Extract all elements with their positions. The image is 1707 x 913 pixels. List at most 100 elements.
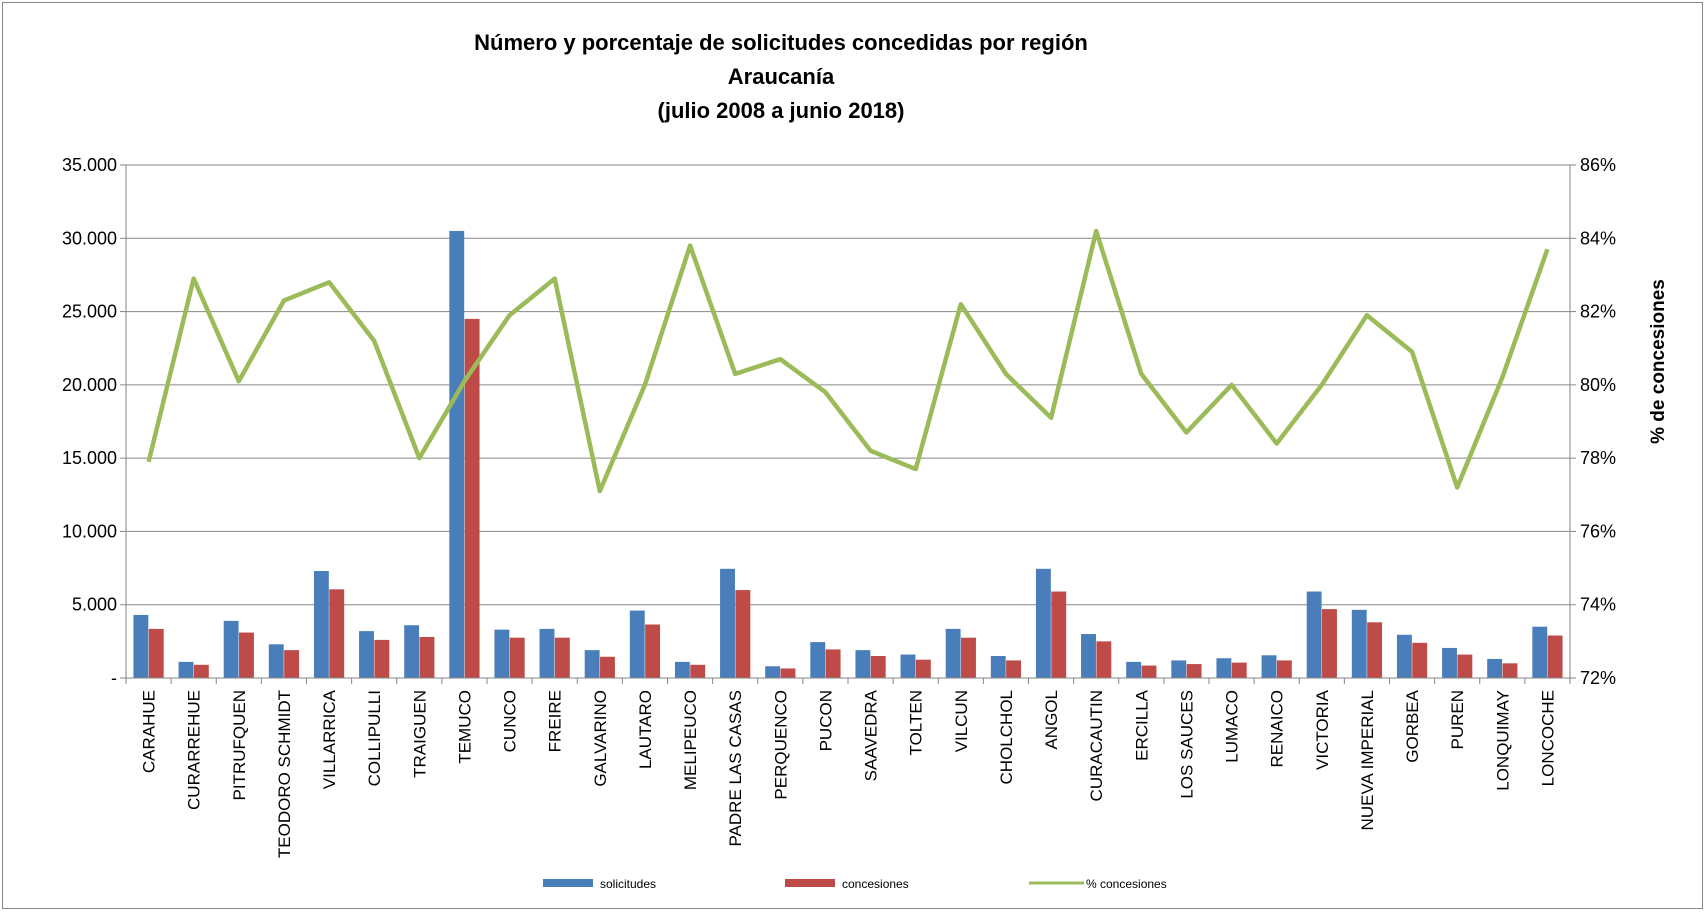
y-right-tick-label: 74% bbox=[1580, 595, 1616, 615]
bar-concesiones bbox=[464, 318, 480, 678]
bar-concesiones bbox=[870, 656, 886, 678]
x-category-label: RENAICO bbox=[1268, 690, 1287, 767]
bar-concesiones bbox=[509, 637, 525, 678]
x-category-label: FREIRE bbox=[546, 690, 565, 752]
bar-concesiones bbox=[1186, 664, 1202, 678]
y-right-tick-label: 76% bbox=[1580, 521, 1616, 541]
y-left-tick-label: 10.000 bbox=[62, 521, 117, 541]
x-category-label: PUCON bbox=[816, 690, 835, 751]
y-left-tick-label: 15.000 bbox=[62, 448, 117, 468]
bar-solicitudes bbox=[629, 610, 645, 678]
x-category-label: TEODORO SCHMIDT bbox=[275, 690, 294, 858]
bar-concesiones bbox=[329, 589, 345, 678]
legend-label: % concesiones bbox=[1086, 877, 1167, 891]
bar-solicitudes bbox=[404, 625, 420, 678]
x-category-label: PUREN bbox=[1448, 690, 1467, 750]
bar-concesiones bbox=[1006, 660, 1022, 678]
x-category-label: GORBEA bbox=[1403, 689, 1422, 762]
x-category-label: LONCOCHE bbox=[1538, 690, 1557, 786]
legend-swatch bbox=[543, 879, 593, 887]
x-category-label: PITRUFQUEN bbox=[230, 690, 249, 801]
bar-solicitudes bbox=[1532, 626, 1548, 678]
x-category-label: CHOLCHOL bbox=[997, 690, 1016, 784]
x-category-label: VILLARRICA bbox=[320, 689, 339, 789]
x-category-label: GALVARINO bbox=[591, 690, 610, 787]
bar-concesiones bbox=[374, 639, 390, 678]
bar-concesiones bbox=[825, 649, 841, 678]
x-category-label: CARAHUE bbox=[140, 690, 159, 773]
y-right-tick-label: 82% bbox=[1580, 302, 1616, 322]
y-right-tick-label: 86% bbox=[1580, 155, 1616, 175]
bar-concesiones bbox=[600, 656, 615, 678]
bars bbox=[133, 230, 1563, 678]
bar-solicitudes bbox=[449, 230, 465, 678]
x-category-label: LONQUIMAY bbox=[1493, 690, 1512, 791]
legend: solicitudes concesiones % concesiones bbox=[543, 877, 1167, 891]
gridlines bbox=[120, 164, 1576, 679]
legend-label: concesiones bbox=[842, 877, 909, 891]
x-category-label: VILCUN bbox=[952, 690, 971, 752]
bar-concesiones bbox=[1367, 622, 1383, 678]
bar-solicitudes bbox=[133, 614, 149, 678]
bar-concesiones bbox=[1141, 665, 1157, 678]
bar-solicitudes bbox=[268, 644, 284, 678]
y-right-tick-label: 84% bbox=[1580, 228, 1616, 248]
bar-solicitudes bbox=[313, 571, 329, 678]
line-percent-concesiones bbox=[146, 228, 1550, 494]
bar-solicitudes bbox=[720, 568, 735, 678]
title-line-3: (julio 2008 a junio 2018) bbox=[658, 98, 905, 123]
bar-solicitudes bbox=[1442, 647, 1457, 678]
x-category-label: LAUTARO bbox=[636, 690, 655, 769]
bar-solicitudes bbox=[1396, 634, 1412, 678]
bar-solicitudes bbox=[810, 642, 826, 678]
bar-concesiones bbox=[690, 664, 706, 678]
bar-solicitudes bbox=[494, 629, 510, 678]
bar-solicitudes bbox=[855, 650, 871, 678]
bar-concesiones bbox=[1412, 642, 1428, 678]
bar-solicitudes bbox=[1306, 591, 1322, 678]
y-left-tick-label: 20.000 bbox=[62, 375, 117, 395]
y-right-axis-title: % de concesiones bbox=[1648, 279, 1669, 444]
bar-concesiones bbox=[419, 636, 435, 678]
y-right-tick-label: 80% bbox=[1580, 375, 1616, 395]
bar-concesiones bbox=[915, 659, 931, 678]
y-left-tick-labels: - 5.000 10.000 15.000 20.000 25.000 30.000 35.0… bbox=[62, 155, 117, 688]
bar-concesiones bbox=[554, 637, 570, 678]
legend-swatch bbox=[785, 879, 835, 887]
bar-solicitudes bbox=[584, 650, 600, 678]
y-right-tick-labels: 72% 74% 76% 78% 80% 82% 84% 86% bbox=[1580, 155, 1616, 688]
bar-concesiones bbox=[780, 668, 796, 678]
bar-solicitudes bbox=[990, 656, 1006, 678]
bar-concesiones bbox=[148, 628, 164, 678]
y-left-tick-label: 30.000 bbox=[62, 228, 117, 248]
bar-solicitudes bbox=[178, 661, 194, 678]
x-category-label: SAAVEDRA bbox=[862, 689, 881, 781]
title-line-1: Número y porcentaje de solicitudes conce… bbox=[474, 30, 1088, 55]
x-category-label: ANGOL bbox=[1042, 690, 1061, 750]
legend-label: solicitudes bbox=[600, 877, 656, 891]
x-category-label: CURARREHUE bbox=[185, 690, 204, 810]
x-category-label: PERQUENCO bbox=[771, 690, 790, 800]
category-labels: CARAHUE CURARREHUE PITRUFQUEN TEODORO SCHMI… bbox=[140, 689, 1558, 858]
bar-concesiones bbox=[1231, 662, 1247, 678]
x-category-label: PADRE LAS CASAS bbox=[726, 690, 745, 847]
bar-solicitudes bbox=[900, 654, 916, 678]
x-category-label: TRAIGUEN bbox=[410, 690, 429, 778]
bar-solicitudes bbox=[674, 661, 690, 678]
x-category-label: ERCILLA bbox=[1132, 689, 1151, 761]
y-right-tick-label: 78% bbox=[1580, 448, 1616, 468]
bar-solicitudes bbox=[359, 631, 374, 678]
bar-solicitudes bbox=[1171, 660, 1187, 678]
bar-solicitudes bbox=[1035, 568, 1051, 678]
bar-concesiones bbox=[1096, 641, 1112, 678]
bar-concesiones bbox=[735, 590, 751, 678]
x-category-label: LOS SAUCES bbox=[1177, 690, 1196, 799]
bar-solicitudes bbox=[223, 620, 239, 678]
bar-concesiones bbox=[1276, 660, 1292, 678]
x-category-label: COLLIPULLI bbox=[365, 690, 384, 786]
chart-title: Número y porcentaje de solicitudes conce… bbox=[474, 30, 1088, 123]
bar-solicitudes bbox=[1126, 661, 1142, 678]
bar-solicitudes bbox=[945, 628, 961, 678]
